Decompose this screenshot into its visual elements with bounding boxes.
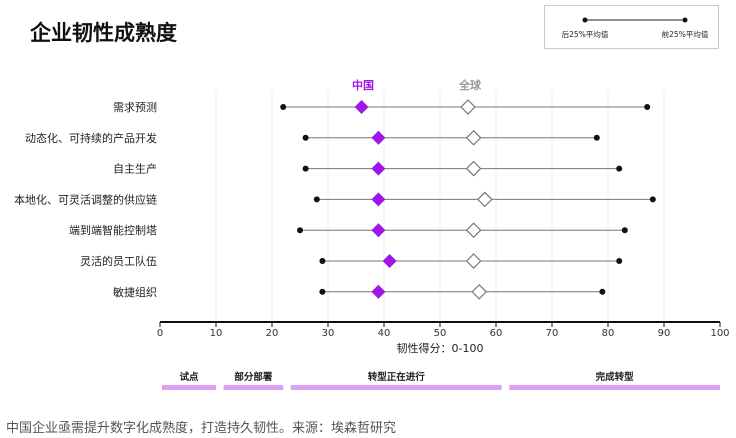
legend-bottom25-label: 后25%平均值 [562,29,609,39]
stage-band [162,385,216,390]
china-marker [354,100,369,114]
stage-label: 完成转型 [596,371,635,383]
top25-point [616,165,623,172]
top25-point [593,134,600,141]
figure-caption: 中国企业亟需提升数字化成熟度，打造持久韧性。来源：埃森哲研究 [6,421,397,436]
chart-row: 动态化、可持续的产品开发 [25,129,600,146]
top25-point [616,258,623,264]
x-tick-label: 10 [210,328,223,339]
x-tick-label: 30 [322,328,335,339]
series-header-global: 全球 [458,78,482,92]
x-tick-label: 80 [602,328,615,339]
gridlines [215,90,665,322]
x-tick-label: 20 [266,328,279,339]
bottom25-point [302,134,309,141]
chart-rows: 需求预测动态化、可持续的产品开发自主生产本地化、可灵活调整的供应链端到端智能控制… [14,99,656,300]
stage-bands: 试点 部分部署 转型正在进行 完成转型 [162,371,720,390]
top25-point [649,196,656,203]
global-marker [465,222,482,239]
global-marker [465,160,482,177]
bottom25-point [319,258,326,264]
legend-bottom25-marker [582,17,588,23]
bottom25-point [297,227,303,234]
china-marker [371,223,386,238]
category-label: 需求预测 [113,101,157,114]
stage-band [223,385,284,390]
series-header-china: 中国 [352,78,374,92]
chart-row: 灵活的员工队伍 [80,253,623,269]
global-marker [476,191,493,208]
chart-row: 本地化、可灵活调整的供应链 [14,191,656,208]
category-label: 敏捷组织 [113,285,157,299]
top25-point [644,104,651,110]
x-axis-label: 韧性得分：0-100 [397,341,484,355]
stage-label: 部分部署 [234,371,273,383]
stage-band [509,385,720,390]
category-label: 端到端智能控制塔 [69,223,157,237]
china-marker [371,284,386,299]
china-marker [371,192,386,207]
x-tick-label: 50 [434,328,447,339]
x-axis-ticks: 0 10 20 30 40 50 60 70 80 90 100 [157,322,730,339]
chart-row: 端到端智能控制塔 [69,222,628,239]
x-tick-label: 60 [490,328,503,339]
bottom25-point [280,104,287,110]
stage-label: 转型正在进行 [368,371,426,383]
global-marker [471,283,488,300]
bottom25-point [313,196,320,203]
chart-row: 敏捷组织 [113,283,606,300]
x-tick-label: 100 [710,328,729,339]
china-marker [371,130,386,145]
legend-top25-marker [682,17,688,23]
bottom25-point [319,288,326,295]
china-marker [382,254,397,268]
stage-band [290,385,502,390]
global-marker [460,99,476,115]
category-label: 自主生产 [113,162,157,176]
top25-point [599,288,606,295]
x-tick-label: 0 [157,328,163,339]
chart-row: 自主生产 [113,160,623,177]
bottom25-point [302,165,309,172]
china-marker [371,161,386,176]
category-label: 灵活的员工队伍 [80,254,157,268]
category-label: 动态化、可持续的产品开发 [25,131,157,145]
stage-label: 试点 [179,371,199,383]
legend-top25-label: 前25%平均值 [662,29,709,39]
top25-point [621,227,628,234]
legend: 后25%平均值 前25%平均值 [544,5,719,49]
category-label: 本地化、可灵活调整的供应链 [14,192,157,206]
x-tick-label: 40 [378,328,391,339]
chart-row: 需求预测 [113,99,651,115]
chart-title: 企业韧性成熟度 [29,21,177,45]
x-tick-label: 70 [546,328,559,339]
global-marker [465,253,482,269]
x-tick-label: 90 [658,328,671,339]
global-marker [465,129,482,146]
